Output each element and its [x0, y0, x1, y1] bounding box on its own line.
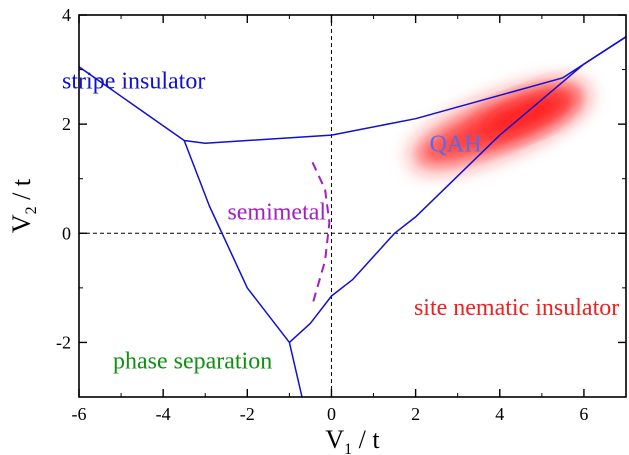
semimetal-boundary-line — [311, 161, 331, 305]
x-tick-label: 0 — [327, 404, 336, 424]
x-axis-label-sub: 1 — [344, 441, 352, 455]
region-labels: stripe insulator QAH semimetal site nematic… — [62, 69, 619, 375]
region-label: site nematic insulator — [414, 295, 619, 321]
x-tick-label: -2 — [240, 404, 255, 424]
x-tick-label: -6 — [72, 404, 87, 424]
x-axis-label: V1 / t — [325, 425, 380, 455]
region-label: semimetal — [227, 200, 326, 226]
x-tick-label: -4 — [156, 404, 171, 424]
phase-boundary-line-3 — [288, 36, 626, 343]
y-axis-label: V2 / t — [7, 178, 40, 233]
qah-shaded-region — [413, 83, 586, 168]
region-label: phase separation — [113, 349, 272, 375]
plot-area — [79, 15, 626, 397]
region-label: stripe insulator — [62, 69, 205, 95]
axis-ticks: -6 -4 -2 0 2 4 6 -2 0 2 4 — [56, 5, 626, 424]
y-tick-label: 4 — [62, 5, 71, 25]
region-label: QAH — [430, 131, 482, 157]
x-tick-label: 2 — [411, 404, 420, 424]
x-axis-label-main: V — [325, 425, 344, 454]
y-tick-label: 2 — [62, 114, 71, 134]
phase-boundary-line-2 — [183, 140, 303, 397]
y-axis-label-sub: 2 — [23, 206, 40, 214]
y-axis-label-main: V — [7, 214, 36, 233]
x-tick-label: 4 — [495, 404, 504, 424]
plot-frame — [78, 14, 627, 398]
y-axis-label-rest: / t — [7, 178, 36, 206]
x-axis-label-rest: / t — [352, 425, 380, 454]
y-tick-label: 0 — [62, 223, 71, 243]
x-tick-label: 6 — [579, 404, 588, 424]
y-tick-label: -2 — [56, 332, 71, 352]
